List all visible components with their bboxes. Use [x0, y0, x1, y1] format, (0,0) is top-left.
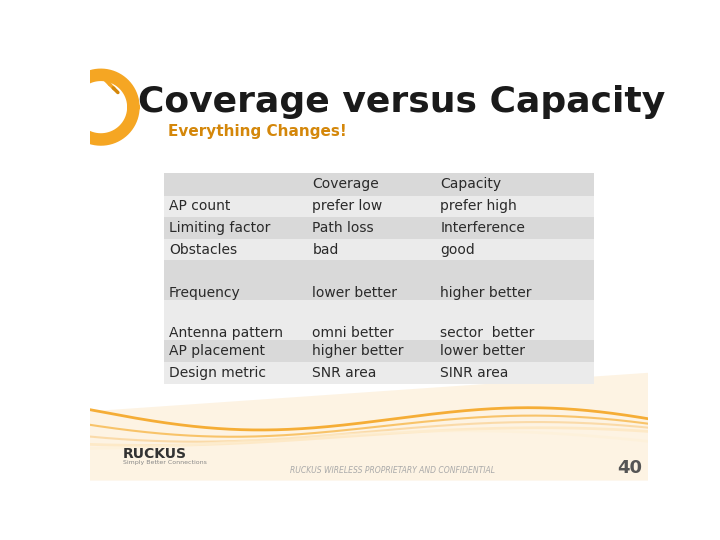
- Text: Limiting factor: Limiting factor: [169, 221, 271, 235]
- Text: Frequency: Frequency: [169, 286, 240, 300]
- Bar: [163, 217, 594, 239]
- Text: Capacity: Capacity: [441, 177, 501, 191]
- Bar: [163, 340, 594, 362]
- Text: Design metric: Design metric: [169, 366, 266, 380]
- Text: Simply Better Connections: Simply Better Connections: [122, 460, 207, 464]
- Text: Everything Changes!: Everything Changes!: [168, 124, 346, 139]
- Text: RUCKUS: RUCKUS: [122, 447, 186, 461]
- Text: AP placement: AP placement: [169, 344, 265, 358]
- Bar: [163, 300, 594, 340]
- Text: Coverage versus Capacity: Coverage versus Capacity: [138, 85, 665, 119]
- Bar: [163, 260, 594, 300]
- Text: Path loss: Path loss: [312, 221, 374, 235]
- Text: RUCKUS WIRELESS PROPRIETARY AND CONFIDENTIAL: RUCKUS WIRELESS PROPRIETARY AND CONFIDEN…: [289, 466, 495, 475]
- Text: good: good: [441, 242, 475, 256]
- Text: Coverage: Coverage: [312, 177, 379, 191]
- Text: 40: 40: [618, 458, 643, 476]
- Text: higher better: higher better: [441, 286, 532, 300]
- Text: Obstacles: Obstacles: [169, 242, 237, 256]
- Text: lower better: lower better: [312, 286, 397, 300]
- Text: SINR area: SINR area: [441, 366, 508, 380]
- Text: omni better: omni better: [312, 326, 394, 340]
- Text: prefer low: prefer low: [312, 199, 382, 213]
- Bar: [163, 239, 594, 260]
- Bar: [163, 173, 594, 195]
- Text: prefer high: prefer high: [441, 199, 517, 213]
- Text: SNR area: SNR area: [312, 366, 377, 380]
- Text: AP count: AP count: [169, 199, 230, 213]
- Polygon shape: [90, 373, 648, 481]
- Bar: [163, 362, 594, 383]
- Text: Antenna pattern: Antenna pattern: [169, 326, 283, 340]
- Text: bad: bad: [312, 242, 339, 256]
- Text: higher better: higher better: [312, 344, 404, 358]
- Text: Interference: Interference: [441, 221, 525, 235]
- Text: lower better: lower better: [441, 344, 526, 358]
- Text: sector  better: sector better: [441, 326, 535, 340]
- Bar: [163, 195, 594, 217]
